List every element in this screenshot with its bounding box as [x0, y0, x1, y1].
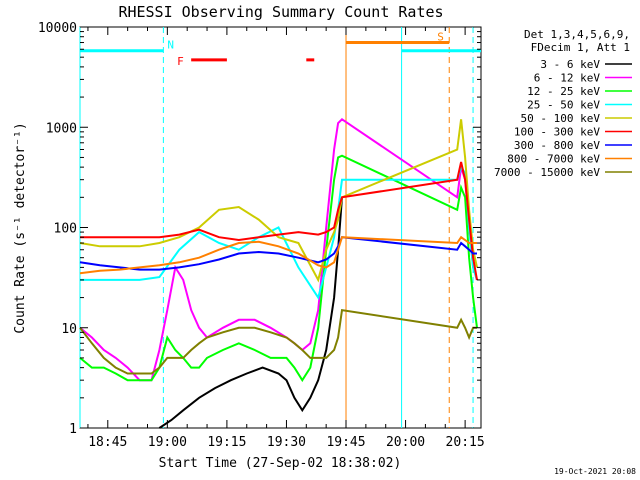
legend-label-8: 7000 - 15000 keV [494, 166, 600, 179]
flag-label-F: F [177, 55, 184, 68]
chart-title: RHESSI Observing Summary Count Rates [118, 3, 443, 21]
y-axis-label: Count Rate (s⁻¹ detector⁻¹) [13, 122, 28, 333]
legend-label-3: 25 - 50 keV [527, 99, 600, 112]
legend-header-line-2: FDecim 1, Att 1 [531, 41, 630, 54]
x-tick-label-4: 19:45 [326, 435, 365, 450]
legend-label-2: 12 - 25 keV [527, 85, 600, 98]
series-line-0 [158, 197, 343, 429]
series-line-6 [79, 236, 477, 271]
legend-label-0: 3 - 6 keV [540, 58, 600, 71]
x-tick-label-1: 19:00 [148, 435, 187, 450]
flag-label-S: S [437, 31, 444, 44]
y-tick-label-3: 1000 [46, 121, 77, 136]
legend-label-4: 50 - 100 keV [521, 112, 601, 125]
legend-label-5: 100 - 300 keV [514, 126, 600, 139]
x-tick-label-0: 18:45 [88, 435, 127, 450]
observing-flags: NF S [80, 31, 481, 68]
series-line-8 [79, 308, 477, 375]
footer-timestamp: 19-Oct-2021 20:08 [554, 467, 636, 476]
legend-label-1: 6 - 12 keV [534, 72, 601, 85]
y-tick-label-1: 10 [61, 322, 77, 337]
series-lines [79, 118, 478, 429]
y-tick-label-2: 100 [54, 222, 77, 237]
axis-ticks: 1 10 100 1000 10000 18:45 19:00 19:15 19:30 19:45… [38, 21, 485, 450]
legend-header-line-1: Det 1,3,4,5,6,9, [524, 28, 630, 41]
y-tick-label-0: 1 [69, 422, 77, 437]
series-line-5 [80, 161, 478, 281]
x-tick-label-6: 20:15 [446, 435, 485, 450]
x-tick-label-5: 20:00 [386, 435, 425, 450]
x-tick-label-2: 19:15 [207, 435, 246, 450]
series-line-2 [79, 154, 478, 383]
flag-label-N: N [167, 39, 174, 52]
x-tick-label-3: 19:30 [267, 435, 306, 450]
y-tick-label-4: 10000 [38, 21, 77, 36]
series-line-7 [79, 235, 477, 275]
plot-frame [79, 26, 482, 429]
x-axis-label: Start Time (27-Sep-02 18:38:02) [159, 456, 402, 471]
series-line-1 [79, 118, 478, 382]
series-line-4 [79, 119, 478, 283]
legend-label-6: 300 - 800 keV [514, 139, 600, 152]
legend-label-7: 800 - 7000 keV [507, 153, 600, 166]
